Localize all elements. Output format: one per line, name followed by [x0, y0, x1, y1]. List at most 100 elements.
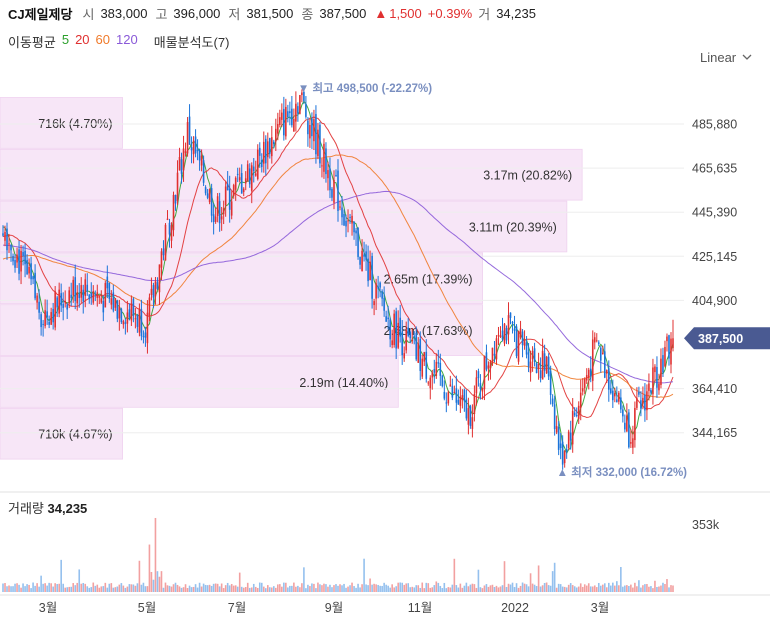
candle-body — [315, 114, 317, 155]
candle-body — [128, 309, 131, 318]
candle-body — [571, 410, 574, 445]
volume-bar — [622, 586, 624, 592]
candle-body — [293, 118, 295, 132]
candle-body — [307, 120, 309, 135]
volume-bar — [618, 585, 620, 592]
candle-body — [156, 282, 159, 289]
candle-body — [132, 298, 135, 316]
candle-body — [672, 338, 674, 349]
candle-body — [628, 412, 630, 448]
candle-body — [224, 186, 227, 206]
candle-body — [421, 358, 424, 377]
volume-bar — [321, 585, 323, 592]
volume-bar — [186, 588, 189, 592]
volume-axis-label: 353k — [692, 518, 720, 532]
candle-body — [656, 367, 658, 388]
indicator-legend[interactable]: 이동평균 5 20 60 120 매물분석도(7) — [8, 32, 229, 51]
volume-bar — [287, 587, 289, 592]
candle-body — [114, 298, 117, 308]
candle-body — [439, 362, 442, 376]
candle-body — [567, 431, 570, 449]
volume-bar — [277, 584, 279, 592]
volume-profile-toggle[interactable]: 매물분석도(7) — [153, 35, 230, 50]
candle-body — [313, 119, 315, 142]
volume-bar — [92, 582, 95, 592]
candle-body — [202, 160, 205, 183]
candle-body — [666, 336, 668, 342]
volume-bar — [293, 582, 295, 592]
volume-bar — [313, 583, 315, 592]
volume-bar — [333, 585, 335, 592]
candle-body — [8, 243, 10, 245]
candle-body — [519, 328, 522, 338]
volume-bar — [603, 583, 606, 592]
x-axis-label: 3월 — [39, 601, 57, 615]
volume-bar — [597, 582, 600, 592]
candle-body — [182, 148, 185, 171]
volume-bar — [140, 584, 143, 592]
candle-body — [144, 332, 147, 338]
volume-profile-label: 3.11m (20.39%) — [469, 221, 557, 235]
candle-body — [82, 289, 85, 302]
volume-bar — [268, 587, 271, 592]
candle-body — [303, 91, 305, 101]
volume-bar — [224, 585, 227, 592]
volume-bar — [579, 583, 582, 592]
volume-bar — [375, 584, 377, 592]
candle-body — [449, 384, 452, 387]
candle-body — [591, 339, 594, 381]
volume-bar — [84, 583, 87, 592]
candle-body — [216, 196, 219, 216]
volume-bar — [108, 583, 111, 592]
candle-body — [166, 218, 169, 220]
volume-bar — [583, 584, 586, 592]
volume-bar — [94, 585, 97, 592]
candle-body — [483, 355, 486, 390]
volume-bar — [295, 586, 297, 592]
volume-bar — [347, 586, 349, 592]
volume-bar — [58, 583, 60, 592]
candle-body — [670, 338, 672, 365]
volume-bar — [335, 584, 337, 592]
volume-bar — [307, 584, 309, 592]
volume-bar — [399, 582, 401, 592]
candle-body — [44, 310, 46, 327]
candle-body — [70, 294, 73, 298]
candle-body — [325, 148, 327, 175]
volume-profile-label: 710k (4.67%) — [38, 428, 112, 442]
candle-body — [441, 375, 444, 387]
candle-body — [487, 365, 490, 369]
candle-body — [98, 296, 101, 298]
candle-body — [66, 304, 68, 310]
candle-body — [327, 170, 329, 179]
moving-average-label[interactable]: 이동평균 — [8, 35, 56, 50]
x-axis-label: 7월 — [228, 601, 246, 615]
volume-bar — [451, 584, 454, 592]
current-price-tag — [684, 327, 770, 350]
volume-bar — [367, 585, 369, 592]
volume-bar — [48, 582, 50, 592]
candle-body — [638, 391, 640, 395]
candle-body — [383, 298, 385, 311]
candle-body — [194, 136, 197, 154]
volume-bar — [273, 586, 275, 592]
volume-bar — [102, 586, 105, 592]
volume-profile-label: 2.65m (17.39%) — [384, 272, 473, 286]
volume-bar — [521, 582, 524, 592]
candle-body — [465, 399, 468, 419]
candle-body — [226, 183, 229, 191]
volume-bar — [499, 586, 502, 592]
volume-bar — [136, 583, 139, 592]
candle-body — [537, 364, 540, 370]
scale-dropdown[interactable]: Linear — [700, 50, 752, 65]
volume-bar — [285, 582, 287, 592]
candle-body — [184, 151, 187, 153]
candle-body — [614, 393, 616, 397]
volume-bar — [26, 584, 28, 592]
volume-bar — [411, 586, 414, 592]
candle-body — [477, 371, 480, 379]
volume-bar — [319, 584, 321, 592]
volume-bar — [501, 585, 504, 592]
open-value: 383,000 — [100, 5, 148, 21]
